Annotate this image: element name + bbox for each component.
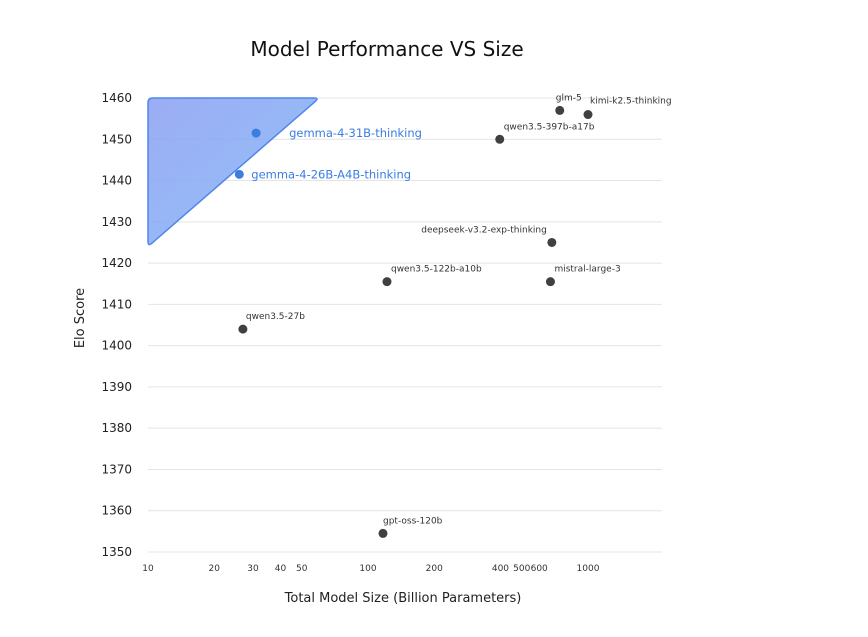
point-label-gpt-oss-120b: gpt-oss-120b [383,516,443,526]
y-tick-label: 1440 [101,174,132,188]
x-tick-label: 40 [275,564,287,574]
x-tick-label: 50 [296,564,308,574]
x-tick-label: 100 [359,564,376,574]
point-label-qwen3-5-397b-a17b: qwen3.5-397b-a17b [504,122,595,132]
point-label-qwen3-5-27b: qwen3.5-27b [246,312,305,322]
y-tick-label: 1430 [101,215,132,229]
x-tick-label: 20 [209,564,221,574]
point-mistral-large-3 [545,277,555,287]
point-label-kimi-k2-5-thinking: kimi-k2.5-thinking [590,97,672,107]
point-label-qwen3-5-122b-a10b: qwen3.5-122b-a10b [391,265,482,275]
point-qwen3-5-122b-a10b [382,277,392,287]
x-tick-label: 10 [142,564,154,574]
y-tick-label: 1360 [101,504,132,518]
point-gemma-4-26b-a4b-thinking [234,169,244,179]
point-label-gemma-4-26b-a4b-thinking: gemma-4-26B-A4B-thinking [251,167,411,181]
point-gemma-4-31b-thinking [251,128,261,138]
x-axis-ticks: 10 20 30 40 50 100 200 400 500 600 1000 [142,564,599,574]
highlight-region [147,97,318,246]
chart-title: Model Performance VS Size [250,37,523,61]
y-tick-label: 1460 [101,91,132,105]
point-label-glm-5: glm-5 [556,93,582,103]
x-tick-label: 1000 [577,564,600,574]
x-tick-label: 30 [247,564,259,574]
y-tick-label: 1380 [101,421,132,435]
x-tick-label: 400 [492,564,509,574]
data-points: gemma-4-31B-thinking gemma-4-26B-A4B-thin… [234,93,672,538]
x-tick-label: 200 [426,564,443,574]
point-label-gemma-4-31b-thinking: gemma-4-31B-thinking [289,126,422,140]
y-tick-label: 1350 [101,545,132,559]
y-tick-label: 1450 [101,132,132,146]
y-tick-label: 1410 [101,297,132,311]
point-glm-5 [555,105,565,115]
y-axis-label: Elo Score [73,288,88,348]
y-tick-label: 1420 [101,256,132,270]
y-tick-label: 1390 [101,380,132,394]
x-axis-label: Total Model Size (Billion Parameters) [284,591,522,606]
y-axis-ticks: 1350 1360 1370 1380 1390 1400 1410 1420 1430 1440… [101,91,132,559]
point-gpt-oss-120b [378,528,388,538]
x-tick-label: 500 [513,564,530,574]
y-tick-label: 1400 [101,339,132,353]
x-tick-label: 600 [531,564,548,574]
point-deepseek-v3-2-exp-thinking [547,237,557,247]
point-qwen3-5-397b-a17b [495,134,505,144]
point-kimi-k2-5-thinking [583,110,593,120]
point-label-mistral-large-3: mistral-large-3 [554,265,620,275]
y-tick-label: 1370 [101,462,132,476]
point-qwen3-5-27b [238,324,248,334]
point-label-deepseek-v3-2-exp-thinking: deepseek-v3.2-exp-thinking [421,225,547,235]
